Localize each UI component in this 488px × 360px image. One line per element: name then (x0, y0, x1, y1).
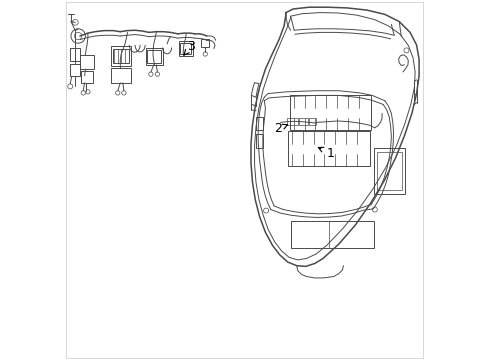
Bar (81, 71, 93, 83)
Bar (286, 118, 298, 125)
Bar (111, 68, 131, 83)
Bar (201, 39, 209, 47)
Bar (256, 134, 262, 148)
Bar (80, 55, 94, 69)
Bar (145, 48, 163, 65)
Bar (289, 95, 370, 130)
Bar (287, 131, 369, 166)
Bar (70, 48, 80, 61)
Text: 2: 2 (273, 122, 287, 135)
Bar (373, 148, 404, 194)
Bar (291, 221, 373, 248)
Bar (299, 118, 307, 125)
Bar (147, 50, 161, 63)
Bar (179, 41, 193, 56)
Bar (111, 46, 131, 66)
Bar (376, 152, 401, 190)
Bar (70, 64, 80, 76)
Bar (309, 118, 316, 125)
Bar (256, 117, 262, 130)
Bar (180, 43, 191, 54)
Bar (113, 49, 129, 63)
Text: 1: 1 (318, 147, 333, 159)
Text: 3: 3 (183, 40, 195, 55)
